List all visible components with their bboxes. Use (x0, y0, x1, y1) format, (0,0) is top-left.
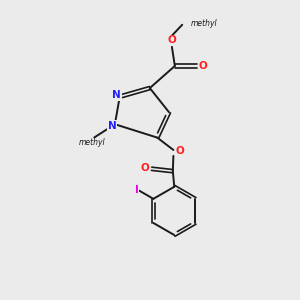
Text: methyl: methyl (190, 19, 217, 28)
Text: O: O (198, 61, 207, 71)
Text: O: O (167, 35, 176, 45)
Text: N: N (112, 90, 121, 100)
Text: O: O (176, 146, 184, 156)
Text: I: I (135, 185, 139, 195)
Text: methyl: methyl (79, 138, 105, 147)
Text: O: O (141, 163, 149, 173)
Text: N: N (108, 121, 116, 131)
